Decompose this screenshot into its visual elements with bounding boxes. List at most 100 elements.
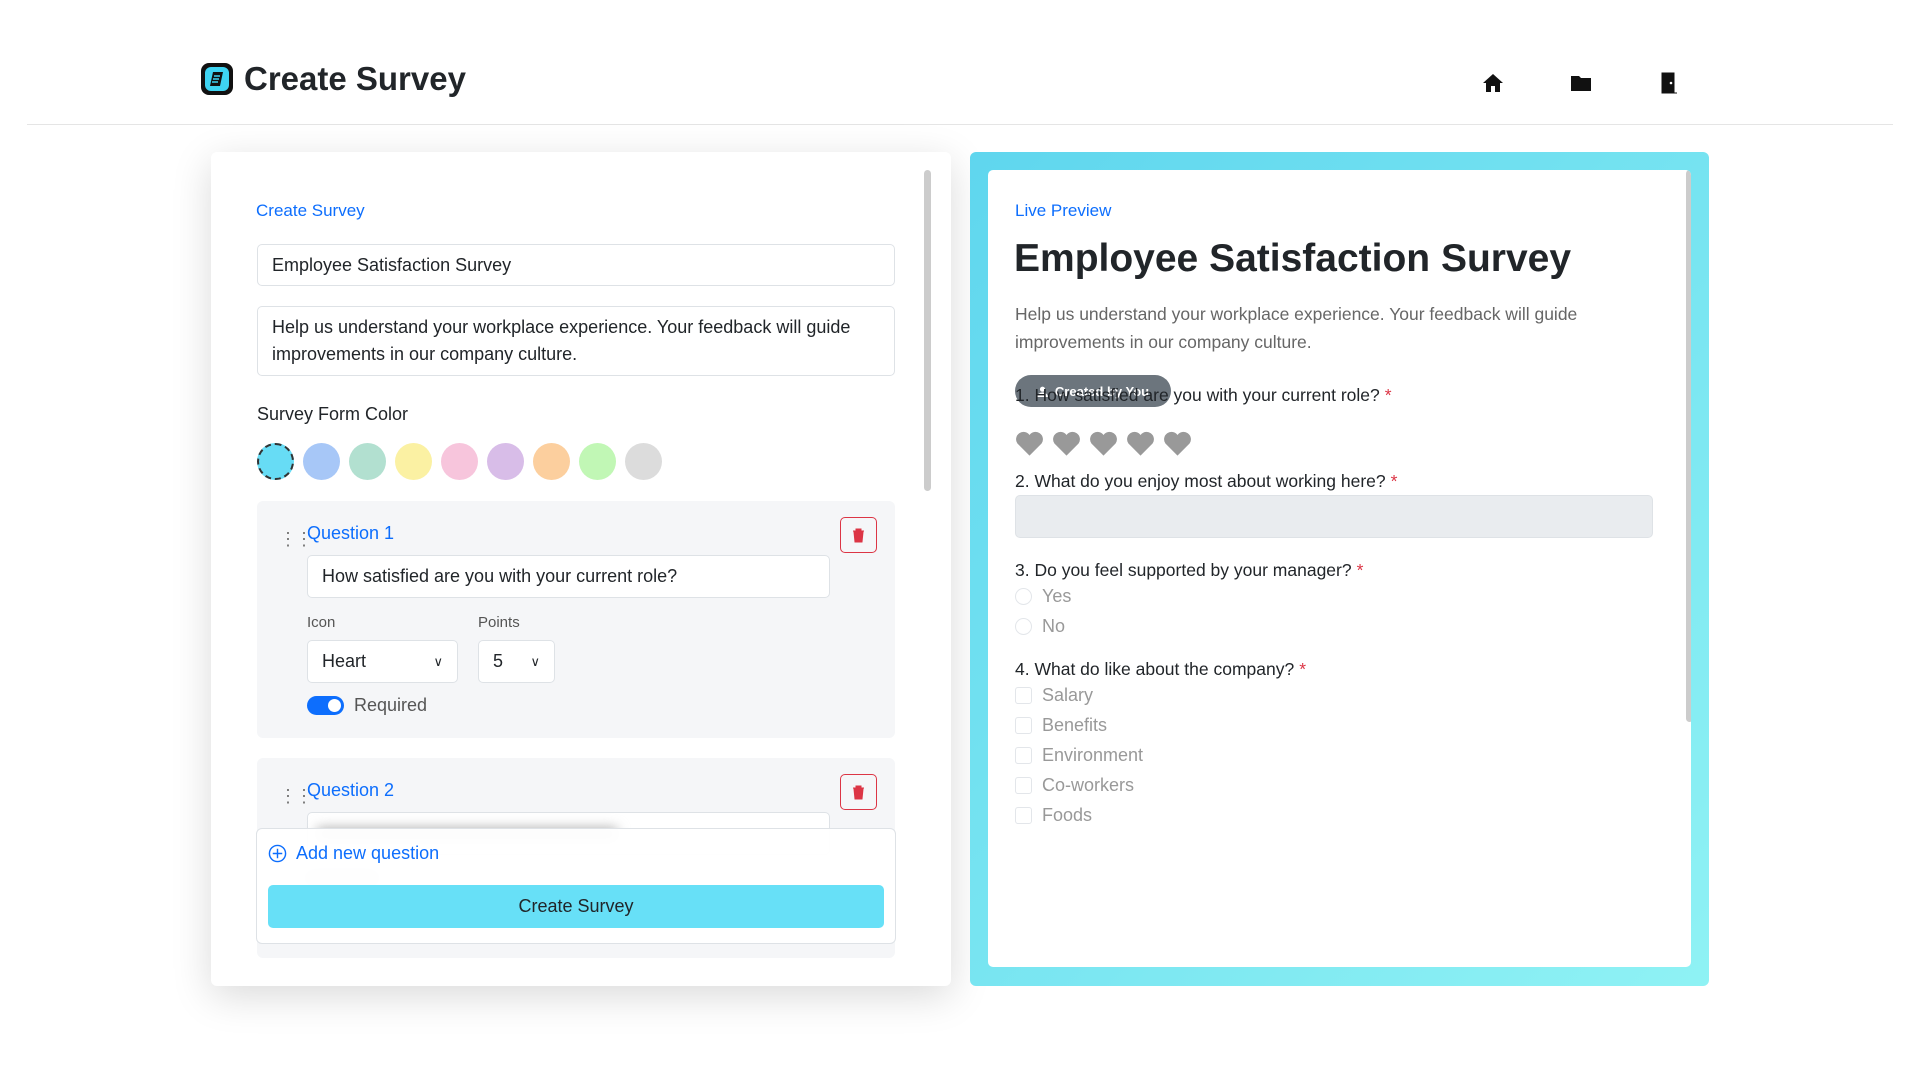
question-label: Question 1 [307,523,395,543]
icon-select[interactable]: Heart ∨ [307,640,458,683]
title-input[interactable]: Employee Satisfaction Survey [257,244,895,286]
folder-icon[interactable] [1569,71,1593,95]
answer-option[interactable]: No [1015,616,1065,637]
answer-option[interactable]: Foods [1015,805,1092,826]
answer-option[interactable]: Environment [1015,745,1143,766]
preview-question: 3. Do you feel supported by your manager… [1015,560,1363,581]
logout-icon[interactable] [1657,71,1681,95]
icon-value: Heart [322,651,367,671]
preview-frame: Live Preview Employee Satisfaction Surve… [970,152,1709,986]
editor-footer: Add new question Create Survey [256,828,896,944]
answer-option[interactable]: Yes [1015,586,1071,607]
delete-button[interactable] [840,774,877,810]
question-text: 4. What do like about the company? [1015,659,1295,679]
color-swatches [257,443,662,480]
required-toggle[interactable] [307,696,344,715]
checkbox [1015,717,1032,734]
required-mark: * [1356,560,1364,580]
color-swatch[interactable] [303,443,340,480]
color-swatch[interactable] [441,443,478,480]
preview-question: 2. What do you enjoy most about working … [1015,471,1397,492]
add-question-text: Add new question [296,843,440,863]
rating-heart[interactable] [1052,430,1081,457]
question-text: 1. How satisfied are you with your curre… [1015,385,1380,405]
preview-question: 4. What do like about the company? * [1015,659,1306,680]
preview-label: Live Preview [1015,201,1112,220]
plus-icon [268,844,287,863]
color-label: Survey Form Color [257,404,409,424]
drag-handle[interactable]: ⋮⋮ [279,529,313,549]
rating-heart[interactable] [1126,430,1155,457]
color-swatch[interactable] [487,443,524,480]
question-text: 2. What do you enjoy most about working … [1015,471,1386,491]
required-mark: * [1390,471,1398,491]
points-value: 5 [493,651,504,671]
preview-title: Employee Satisfaction Survey [1014,237,1572,280]
title-value: Employee Satisfaction Survey [272,254,512,275]
radio [1015,588,1032,605]
trash-icon [853,785,864,799]
submit-button[interactable]: Create Survey [268,885,884,928]
question-text: 3. Do you feel supported by your manager… [1015,560,1352,580]
radio [1015,618,1032,635]
submit-text: Create Survey [518,896,634,916]
question-card: ⋮⋮ Question 1 How satisfied are you with… [257,501,895,738]
required-label: Required [354,695,428,715]
description-value: Help us understand your workplace experi… [272,317,851,364]
badge-text: Created by You [1054,383,1150,399]
user-icon [1036,386,1048,397]
toggle-knob [328,699,341,712]
option-label: No [1042,616,1066,636]
creator-badge: Created by You [1015,375,1171,407]
add-question[interactable]: Add new question [268,843,439,864]
scrollbar [1686,170,1691,722]
option-label: Foods [1042,805,1093,825]
option-label: Co-workers [1042,775,1135,795]
preview-description: Help us understand your workplace experi… [1015,304,1578,352]
required-mark: * [1299,659,1307,679]
option-label: Environment [1042,745,1144,765]
rating-heart[interactable] [1089,430,1118,457]
option-label: Salary [1042,685,1094,705]
option-label: Benefits [1042,715,1108,735]
color-swatch[interactable] [533,443,570,480]
points-select[interactable]: 5 ∨ [478,640,555,683]
drag-handle[interactable]: ⋮⋮ [279,786,313,806]
color-swatch[interactable] [625,443,662,480]
color-swatch[interactable] [579,443,616,480]
editor-panel: Create Survey Employee Satisfaction Surv… [211,152,951,986]
checkbox [1015,687,1032,704]
home-icon[interactable] [1481,71,1505,95]
question-value: How satisfied are you with your current … [322,566,678,586]
question-label: Question 2 [307,780,395,800]
required-mark: * [1384,385,1392,405]
description-input[interactable]: Help us understand your workplace experi… [257,306,895,376]
question-input[interactable]: How satisfied are you with your current … [307,555,830,598]
answer-textarea[interactable] [1015,495,1653,538]
checkbox [1015,747,1032,764]
color-swatch[interactable] [349,443,386,480]
answer-option[interactable]: Salary [1015,685,1093,706]
color-swatch[interactable] [395,443,432,480]
header-divider [27,124,1893,125]
checkbox [1015,807,1032,824]
icon-label: Icon [307,614,336,631]
logo [201,63,233,95]
delete-button[interactable] [840,517,877,553]
answer-option[interactable]: Benefits [1015,715,1107,736]
brand[interactable]: Create Survey [200,60,466,98]
color-swatch[interactable] [257,443,294,480]
rating-heart[interactable] [1015,430,1044,457]
app-title: Create Survey [244,60,466,97]
answer-option[interactable]: Co-workers [1015,775,1134,796]
chevron: ∨ [530,653,540,669]
preview-question: 1. How satisfied are you with your curre… [1015,385,1392,406]
rating-heart[interactable] [1163,430,1192,457]
chevron: ∨ [433,653,443,669]
editor-label: Create Survey [256,201,365,220]
checkbox [1015,777,1032,794]
points-label: Points [478,614,520,631]
scrollbar [924,170,931,491]
